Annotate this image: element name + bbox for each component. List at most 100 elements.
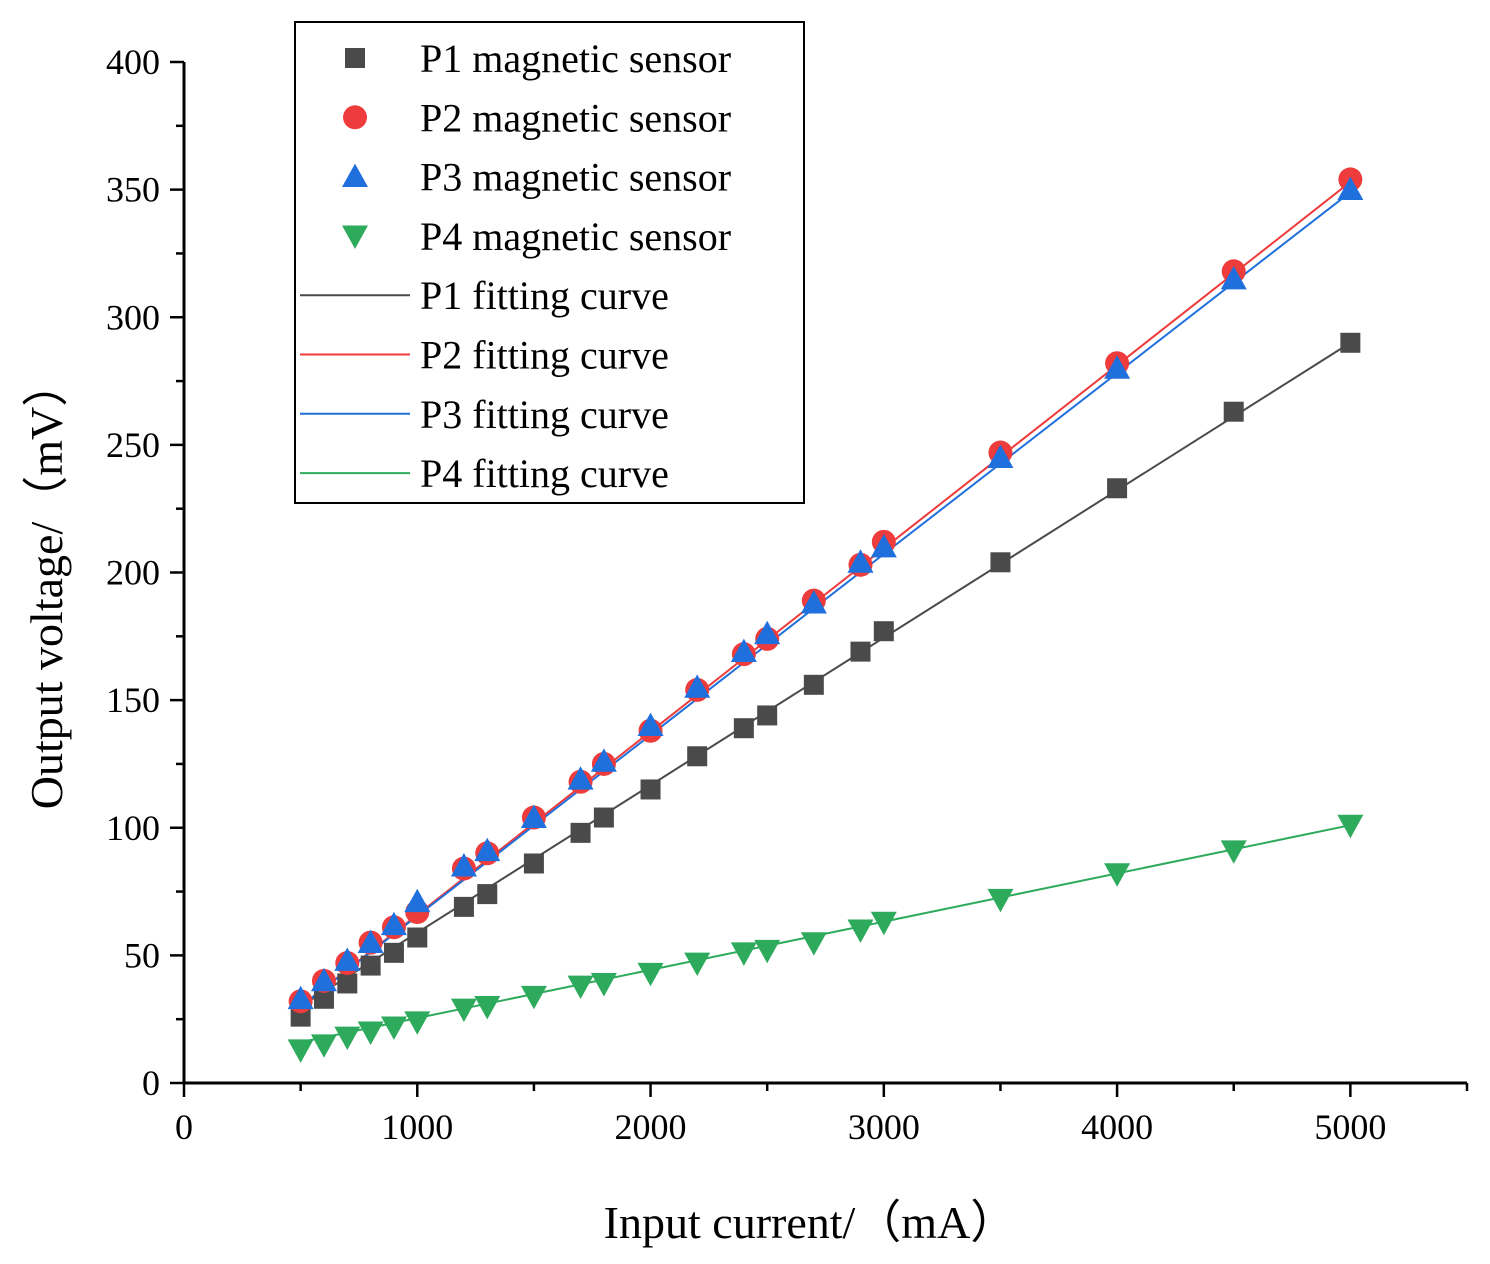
data-point	[477, 884, 498, 905]
data-point	[1223, 401, 1244, 422]
series-p4	[287, 814, 1364, 1063]
data-point	[1340, 332, 1361, 353]
legend-label: P3 fitting curve	[420, 392, 669, 437]
axes	[182, 62, 1467, 1085]
data-point	[360, 955, 381, 976]
data-point	[637, 962, 664, 987]
y-tick-label: 400	[106, 42, 160, 82]
data-point	[1220, 265, 1247, 290]
data-point	[567, 975, 594, 1000]
legend-marker	[343, 105, 367, 130]
x-tick-label: 0	[175, 1107, 193, 1147]
data-point	[593, 807, 614, 828]
data-point	[590, 973, 617, 997]
data-point	[450, 853, 477, 877]
data-point	[730, 942, 757, 966]
series-p3	[287, 176, 1364, 1010]
data-point	[754, 939, 781, 964]
data-point	[383, 942, 404, 963]
series-p1	[290, 332, 1361, 1027]
fit-line-p1	[300, 341, 1351, 1008]
data-point	[687, 746, 708, 767]
x-tick-label: 5000	[1314, 1107, 1386, 1147]
y-tick-label: 300	[106, 297, 160, 337]
data-point	[754, 620, 781, 645]
data-point	[870, 533, 897, 558]
data-point	[334, 947, 361, 971]
data-point	[757, 705, 778, 726]
data-point	[313, 988, 334, 1009]
data-point	[730, 638, 757, 663]
data-point	[287, 1039, 314, 1063]
legend: P1 magnetic sensor P2 magnetic sensor P3 m…	[294, 21, 805, 504]
data-point	[523, 853, 544, 874]
data-point	[357, 1021, 384, 1045]
legend-label: P1 magnetic sensor	[420, 36, 731, 81]
data-point	[520, 804, 547, 828]
legend-label: P1 fitting curve	[420, 273, 669, 318]
data-point	[800, 590, 827, 614]
data-point	[987, 444, 1014, 469]
data-point	[334, 1026, 361, 1051]
data-point	[1337, 814, 1364, 839]
data-point	[590, 748, 617, 772]
data-point	[733, 718, 754, 739]
data-point	[684, 674, 711, 698]
x-tick-label: 1000	[381, 1107, 453, 1147]
data-point	[640, 779, 661, 800]
legend-label: P2 magnetic sensor	[420, 95, 731, 140]
data-point	[287, 985, 314, 1010]
legend-box	[294, 21, 805, 504]
data-point	[310, 1034, 337, 1058]
legend-marker	[345, 48, 365, 68]
y-tick-label: 150	[106, 680, 160, 720]
data-point	[873, 621, 894, 642]
data-point	[567, 766, 594, 790]
y-tick-label: 0	[142, 1063, 160, 1103]
data-point	[337, 973, 358, 994]
data-point	[404, 888, 431, 913]
data-point	[684, 952, 711, 977]
data-point	[987, 888, 1014, 913]
legend-marker	[342, 225, 368, 249]
y-tick-label: 50	[124, 935, 160, 975]
data-point	[310, 967, 337, 992]
data-point	[404, 1011, 431, 1035]
legend-label: P4 magnetic sensor	[420, 214, 731, 259]
data-point	[1107, 478, 1128, 499]
data-point	[407, 927, 428, 948]
data-point	[990, 552, 1011, 573]
data-point	[1104, 863, 1131, 887]
data-point	[1337, 176, 1364, 201]
data-point	[474, 837, 501, 862]
legend-label: P4 fitting curve	[420, 451, 669, 496]
x-tick-label: 4000	[1081, 1107, 1153, 1147]
x-tick-label: 2000	[615, 1107, 687, 1147]
legend-label: P3 magnetic sensor	[420, 155, 731, 200]
data-point	[450, 998, 477, 1022]
legend-marker	[342, 163, 368, 187]
data-point	[520, 985, 547, 1010]
data-point	[870, 911, 897, 936]
data-point	[570, 822, 591, 843]
data-point	[847, 549, 874, 573]
y-tick-label: 250	[106, 425, 160, 465]
data-point	[380, 1016, 407, 1040]
data-point	[474, 996, 501, 1020]
data-point	[637, 712, 664, 737]
x-tick-label: 3000	[848, 1107, 920, 1147]
x-axis-label: Input current/（mA）	[604, 1197, 1017, 1248]
y-axis-label: Output voltage/（mV）	[21, 361, 72, 809]
data-markers	[287, 167, 1364, 1063]
data-point	[850, 641, 871, 662]
data-point	[800, 932, 827, 956]
data-point	[453, 896, 474, 917]
data-point	[847, 919, 874, 943]
data-point	[380, 911, 407, 936]
data-point	[1104, 355, 1131, 379]
legend-label: P2 fitting curve	[420, 333, 669, 378]
data-point	[357, 929, 384, 954]
tick-labels: 0 1000 2000 3000 4000 5000 0 50 100 150 200 250 300 3…	[106, 42, 1386, 1147]
y-tick-label: 200	[106, 553, 160, 593]
